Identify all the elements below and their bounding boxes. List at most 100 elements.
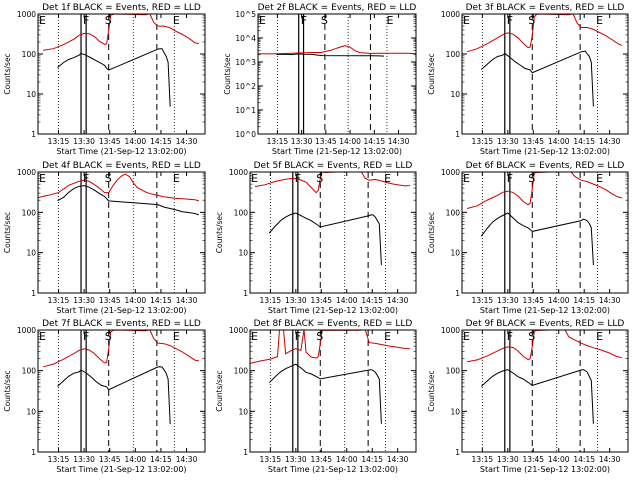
chart-title: Det 7f BLACK = Events, RED = LLD	[42, 319, 201, 329]
x-tick-label: 14:15	[150, 137, 172, 146]
y-tick-label: 100	[234, 208, 249, 217]
y-axis-title: Counts/sec	[3, 212, 12, 253]
lld-series-line	[466, 14, 623, 53]
marker-label-e-left: E	[259, 14, 266, 27]
marker-label-e-left: E	[463, 14, 470, 27]
chart-title: Det 5f BLACK = Events, RED = LLD	[254, 161, 413, 171]
events-series-line	[268, 212, 382, 266]
y-tick-label: 10	[450, 249, 460, 258]
plot-frame	[249, 171, 417, 294]
chart-title: Det 6f BLACK = Events, RED = LLD	[466, 161, 625, 171]
chart-title: Det 4f BLACK = Events, RED = LLD	[42, 161, 201, 171]
event-markers	[58, 14, 175, 134]
x-axis-title: Start Time (21-Sep-12 13:02:00)	[272, 147, 402, 156]
x-tick-label: 13:45	[310, 296, 332, 305]
x-tick-label: 13:45	[522, 296, 544, 305]
chart-title: Det 9f BLACK = Events, RED = LLD	[466, 319, 625, 329]
y-tick-label: 10	[450, 407, 460, 416]
y-tick-label: 10^0	[235, 130, 256, 139]
marker-label-e-left: E	[251, 330, 258, 343]
y-tick-label: 100	[446, 208, 461, 217]
y-axis-title: Counts/sec	[215, 370, 224, 411]
x-tick-label: 13:30	[497, 137, 519, 146]
x-tick-label: 14:30	[599, 296, 621, 305]
marker-label-e-left: E	[39, 172, 46, 185]
y-axis-title: Counts/sec	[223, 53, 232, 94]
event-markers	[58, 330, 175, 452]
x-axis-title: Start Time (21-Sep-12 13:02:00)	[480, 465, 610, 474]
x-tick-label: 14:00	[339, 137, 361, 146]
x-tick-label: 13:15	[267, 137, 289, 146]
lld-series-line	[43, 14, 199, 51]
marker-label-f: F	[83, 330, 89, 343]
x-axis-title: Start Time (21-Sep-12 13:02:00)	[56, 465, 186, 474]
x-tick-label: 13:30	[73, 455, 95, 464]
marker-label-s: S	[105, 330, 112, 343]
y-tick-label: 10	[238, 407, 248, 416]
x-tick-label: 14:00	[125, 137, 147, 146]
y-axis-title: Counts/sec	[427, 212, 436, 253]
x-tick-label: 13:45	[310, 455, 332, 464]
marker-label-e: E	[596, 14, 603, 27]
y-axis-title: Counts/sec	[427, 370, 436, 411]
plot-frame	[249, 329, 417, 453]
plot-frame	[37, 13, 206, 135]
y-axis-title: Counts/sec	[427, 53, 436, 94]
y-tick-label: 1000	[229, 326, 248, 335]
y-tick-label: 10^3	[235, 58, 256, 67]
marker-label-f: F	[507, 14, 513, 27]
y-tick-label: 1000	[17, 326, 36, 335]
lld-series-line	[250, 330, 410, 364]
y-axis-title: Counts/sec	[215, 212, 224, 253]
y-tick-label: 100	[234, 367, 249, 376]
plot-frame	[461, 13, 629, 135]
x-tick-label: 13:45	[99, 455, 121, 464]
lld-series-line	[42, 330, 200, 368]
x-tick-label: 14:15	[573, 296, 595, 305]
marker-label-f: F	[507, 330, 513, 343]
marker-label-e: E	[596, 330, 603, 343]
y-tick-label: 1	[455, 289, 460, 298]
events-series-line	[276, 53, 385, 57]
chart-title: Det 3f BLACK = Events, RED = LLD	[466, 3, 625, 13]
x-axis-title: Start Time (21-Sep-12 13:02:00)	[268, 306, 398, 315]
x-tick-label: 13:45	[522, 137, 544, 146]
event-markers	[481, 172, 598, 293]
y-tick-label: 10	[26, 407, 36, 416]
y-tick-label: 10	[26, 249, 36, 258]
x-tick-label: 14:30	[387, 296, 409, 305]
marker-label-s: S	[316, 172, 323, 185]
marker-label-s: S	[316, 330, 323, 343]
x-tick-label: 14:15	[150, 455, 172, 464]
lld-series-line	[258, 45, 416, 55]
lld-series-line	[255, 172, 410, 194]
x-tick-label: 13:45	[522, 455, 544, 464]
x-tick-label: 13:15	[48, 137, 70, 146]
x-tick-label: 13:45	[315, 137, 337, 146]
x-tick-label: 14:15	[361, 455, 383, 464]
marker-label-s: S	[528, 14, 535, 27]
x-tick-label: 13:15	[472, 455, 494, 464]
x-tick-label: 14:30	[176, 296, 198, 305]
x-tick-label: 14:00	[336, 296, 358, 305]
x-tick-label: 14:00	[125, 296, 147, 305]
marker-label-e-left: E	[39, 330, 46, 343]
marker-label-e: E	[384, 330, 391, 343]
y-tick-label: 1000	[441, 10, 460, 19]
x-tick-label: 14:15	[364, 137, 386, 146]
x-tick-label: 13:15	[260, 296, 282, 305]
x-tick-label: 14:15	[573, 455, 595, 464]
y-tick-label: 1000	[17, 168, 36, 177]
x-tick-label: 13:30	[73, 137, 95, 146]
x-tick-label: 13:15	[472, 137, 494, 146]
event-markers	[481, 14, 598, 134]
y-tick-label: 10^5	[235, 10, 256, 19]
chart-title: Det 2f BLACK = Events, RED = LLD	[258, 3, 417, 13]
y-tick-label: 1	[31, 289, 36, 298]
